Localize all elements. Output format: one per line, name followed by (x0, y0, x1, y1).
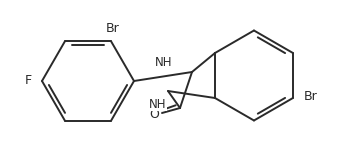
Text: Br: Br (106, 22, 120, 35)
Text: NH: NH (155, 56, 173, 69)
Text: O: O (149, 109, 159, 121)
Text: F: F (24, 74, 32, 88)
Text: Br: Br (304, 89, 318, 103)
Text: NH: NH (149, 97, 167, 111)
